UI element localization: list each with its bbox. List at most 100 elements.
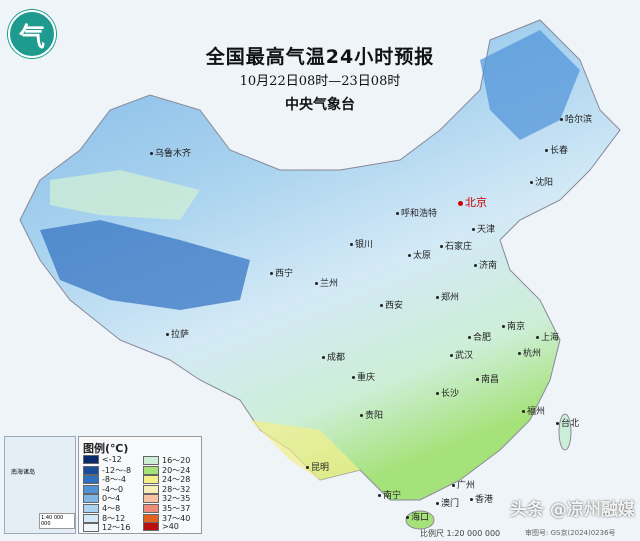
legend-label: 12～16 [102,523,131,533]
legend-label: <-12 [102,455,122,464]
approval-number: 审图号: GS京(2024)0236号 [525,529,616,537]
map-scale: 比例尺 1:20 000 000 [420,529,501,538]
city-label: 澳门 [436,496,459,509]
legend-item: 8～12 [83,513,125,524]
city-label: 海口 [406,510,429,523]
city-label: 武汉 [450,348,473,361]
city-label: 福州 [522,404,545,417]
city-label: 西安 [380,298,403,311]
city-label: 银川 [350,237,373,250]
legend-swatch [143,513,159,523]
city-label: 石家庄 [440,239,472,252]
tarim-warm-zone [50,170,200,220]
legend-swatch [83,513,99,523]
city-label: 广州 [452,478,475,491]
legend-swatch [83,484,99,494]
legend-label: 0～4 [102,494,121,504]
city-label: 南京 [502,319,525,332]
issuer: 中央气象台 [285,97,355,113]
city-label: 太原 [408,248,431,261]
city-label: 香港 [470,492,493,505]
legend-item: 37～40 [143,513,190,524]
city-label: 合肥 [468,330,491,343]
city-label: 南昌 [476,372,499,385]
legend-item: 35～37 [143,503,190,514]
legend-swatch [143,484,159,494]
legend-item: 16～20 [143,455,190,466]
legend-item: <-12 [83,455,122,464]
forecast-period: 10月22日08时—23日08时 [239,74,401,89]
legend-item: 12～16 [83,522,130,533]
city-label: 哈尔滨 [560,112,592,125]
legend-label: -12～-8 [102,465,132,475]
tibet-cold-zone [40,220,250,310]
legend-title: 图例(℃) [83,442,129,455]
south-china-sea-inset: 南海诸岛 1:40 000 000 [4,436,76,534]
legend-label: 28～32 [162,484,191,494]
city-label: 长春 [545,143,568,156]
legend-label: 4～8 [102,504,121,513]
legend-swatch [83,504,99,513]
city-label: 成都 [322,350,345,363]
northeast-cold-zone [480,30,580,140]
china-outline [19,19,621,501]
legend-swatch [83,523,99,533]
legend-swatch [143,522,159,532]
city-label: 拉萨 [166,327,189,340]
legend-item: -8～-4 [83,474,126,485]
legend-swatch [143,504,159,513]
legend-item: >40 [143,522,179,532]
legend-item: 28～32 [143,484,190,495]
map-title: 全国最高气温24小时预报 [205,46,435,68]
legend-item: 24～28 [143,474,190,485]
city-label: 兰州 [315,276,338,289]
legend-item: -4～0 [83,484,123,495]
city-label: 南宁 [378,488,401,501]
legend: 图例(℃) <-12 -12～-8 -8～-4 -4～0 0～4 4～8 8～12 12～16… [78,436,202,534]
capital-label: 北京 [458,194,487,210]
city-label: 郑州 [436,290,459,303]
city-label: 西宁 [270,266,293,279]
legend-swatch [83,465,99,475]
city-label: 昆明 [306,460,329,473]
legend-swatch [143,494,159,504]
legend-label: 8～12 [102,513,126,523]
legend-label: 37～40 [162,513,191,523]
legend-swatch [83,455,99,464]
legend-label: 24～28 [162,475,191,485]
city-label: 沈阳 [530,175,553,188]
city-label: 呼和浩特 [396,206,437,219]
legend-item: 32～35 [143,493,190,504]
city-label: 长沙 [436,386,459,399]
legend-item: 0～4 [83,493,120,504]
legend-label: -4～0 [102,484,124,494]
legend-label: 32～35 [162,494,191,504]
city-label: 重庆 [352,370,375,383]
legend-swatch [143,465,159,475]
city-label: 天津 [472,222,495,235]
legend-swatch [83,494,99,504]
legend-label: 16～20 [162,456,191,465]
legend-label: >40 [162,522,179,532]
city-label: 贵阳 [360,408,383,421]
legend-label: -8～-4 [102,475,126,485]
south-warm-zone [250,420,360,480]
inset-scale: 1:40 000 000 [39,513,75,529]
cma-logo: 气 [8,10,56,58]
legend-item: 4～8 [83,503,120,514]
watermark: 头条 @凉州融媒 [510,500,635,520]
city-label: 杭州 [518,346,541,359]
legend-label: 20～24 [162,465,191,475]
legend-item: -12～-8 [83,465,131,476]
legend-label: 35～37 [162,504,191,513]
legend-swatch [83,475,99,485]
city-label: 乌鲁木齐 [150,146,191,159]
city-label: 上海 [536,330,559,343]
legend-swatch [143,456,159,465]
inset-label: 南海诸岛 [11,469,36,476]
city-label: 台北 [556,416,579,429]
city-label: 济南 [474,258,497,271]
legend-swatch [143,475,159,485]
legend-item: 20～24 [143,465,190,476]
